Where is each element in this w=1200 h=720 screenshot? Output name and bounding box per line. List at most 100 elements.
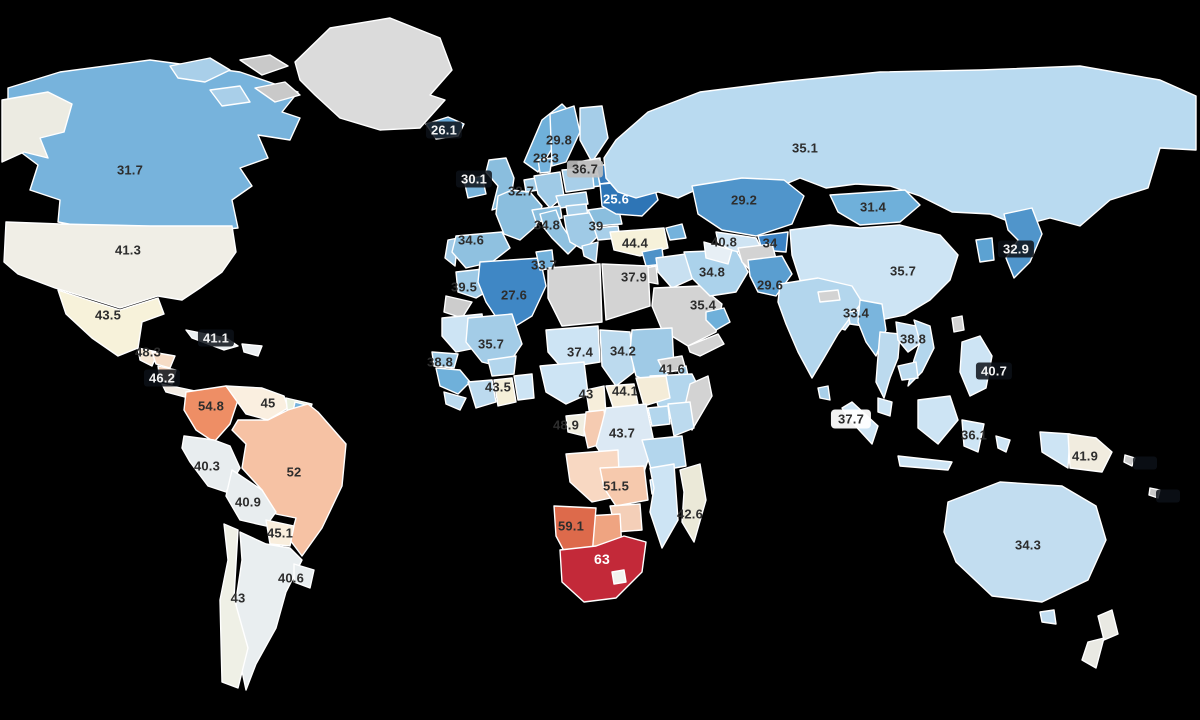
- country-yemen[interactable]: [687, 333, 725, 357]
- country-zambia[interactable]: [599, 465, 649, 507]
- country-papua-new-guinea[interactable]: [1067, 433, 1113, 473]
- country-burkina-faso[interactable]: [487, 355, 517, 377]
- country-cote-divoire[interactable]: [467, 379, 497, 409]
- country-ghana[interactable]: [493, 377, 517, 407]
- value-label-turkey: 44.4: [621, 235, 649, 251]
- value-label-israel: 37.9: [620, 269, 648, 285]
- country-oman-uae[interactable]: [705, 307, 731, 331]
- country-senegal[interactable]: [431, 351, 459, 369]
- country-mexico[interactable]: [57, 289, 165, 357]
- country-libya[interactable]: [547, 263, 603, 327]
- value-label-nicaragua: 46.2: [143, 369, 181, 387]
- country-cambodia[interactable]: [897, 361, 919, 381]
- country-arctic-island-2[interactable]: [239, 54, 289, 76]
- value-label-drc: 43.7: [608, 425, 636, 441]
- country-chile[interactable]: [219, 523, 249, 689]
- value-label-uruguay: 40.6: [277, 570, 305, 586]
- country-uganda[interactable]: [647, 405, 671, 427]
- country-solomon-islands[interactable]: [1123, 454, 1136, 467]
- country-nepal[interactable]: [817, 289, 841, 303]
- value-label-malaysia: 37.7: [830, 409, 872, 429]
- country-korea[interactable]: [975, 237, 995, 263]
- country-chad[interactable]: [599, 329, 635, 387]
- country-egypt[interactable]: [601, 263, 651, 321]
- country-finland[interactable]: [579, 105, 609, 163]
- country-usa[interactable]: [3, 221, 237, 309]
- country-new-zealand-north[interactable]: [1097, 609, 1119, 641]
- country-tanzania[interactable]: [641, 435, 687, 473]
- value-label-pacific-1: [1133, 456, 1157, 470]
- country-greenland[interactable]: [294, 17, 453, 131]
- value-label-niger: 37.4: [566, 344, 594, 360]
- country-togo-benin[interactable]: [513, 373, 535, 401]
- value-label-algeria: 27.6: [500, 287, 528, 303]
- country-brazil[interactable]: [231, 403, 347, 557]
- value-label-south-africa: 63: [594, 551, 610, 567]
- value-label-india: 33.4: [842, 305, 870, 321]
- country-arctic-island-1[interactable]: [169, 57, 231, 83]
- country-tasmania[interactable]: [1039, 609, 1057, 625]
- country-south-africa[interactable]: [559, 535, 647, 603]
- country-arctic-island-4[interactable]: [209, 85, 251, 107]
- value-label-sudan: 34.2: [609, 343, 637, 359]
- country-peru[interactable]: [181, 435, 241, 493]
- country-turkmenistan[interactable]: [703, 241, 733, 265]
- country-malaysia[interactable]: [877, 397, 893, 417]
- value-label-turkmenistan: 40.8: [710, 234, 738, 250]
- value-label-cameroon: 43: [578, 386, 594, 402]
- country-nigeria[interactable]: [539, 361, 589, 405]
- country-australia[interactable]: [943, 481, 1107, 603]
- value-label-sweden: 29.8: [545, 132, 573, 148]
- country-sierra-leone-liberia[interactable]: [443, 391, 467, 411]
- country-hispaniola[interactable]: [241, 343, 263, 357]
- country-venezuela[interactable]: [225, 385, 289, 421]
- country-mongolia[interactable]: [829, 189, 921, 226]
- country-new-zealand-south[interactable]: [1081, 637, 1105, 669]
- country-greece[interactable]: [581, 241, 599, 263]
- value-label-spain: 34.6: [457, 232, 485, 248]
- country-central-african-republic[interactable]: [605, 383, 639, 411]
- value-label-mexico: 43.5: [94, 307, 122, 323]
- country-borneo[interactable]: [917, 395, 959, 445]
- country-iraq[interactable]: [655, 253, 695, 289]
- country-south-sudan[interactable]: [635, 375, 671, 407]
- country-arctic-island-3[interactable]: [254, 81, 301, 103]
- value-label-colombia: 54.8: [197, 398, 225, 414]
- country-new-guinea-west[interactable]: [1039, 431, 1071, 469]
- value-label-pacific-2: [1156, 489, 1180, 503]
- country-argentina[interactable]: [235, 531, 303, 691]
- country-madagascar[interactable]: [679, 463, 707, 543]
- country-france[interactable]: [495, 189, 543, 241]
- value-label-denmark: 28.3: [532, 150, 560, 166]
- country-paraguay[interactable]: [265, 519, 295, 547]
- value-label-russia: 35.1: [791, 140, 819, 156]
- country-alaska[interactable]: [1, 91, 73, 163]
- country-denmark[interactable]: [537, 157, 553, 174]
- country-lesotho[interactable]: [611, 569, 627, 585]
- country-moluccas[interactable]: [995, 435, 1011, 453]
- value-label-pakistan: 29.6: [756, 277, 784, 293]
- country-guinea[interactable]: [435, 367, 471, 395]
- value-label-uk: 32.7: [507, 183, 535, 199]
- country-mozambique[interactable]: [649, 463, 679, 549]
- country-gabon[interactable]: [565, 413, 587, 437]
- value-label-oman-uae: 35.4: [689, 297, 717, 313]
- value-label-laos: 38.8: [899, 331, 927, 347]
- value-label-bolivia: 40.9: [234, 494, 262, 510]
- country-uruguay[interactable]: [293, 563, 315, 589]
- country-kenya[interactable]: [667, 401, 695, 437]
- country-bolivia[interactable]: [225, 469, 277, 527]
- country-sulawesi[interactable]: [961, 419, 985, 453]
- country-java[interactable]: [897, 455, 953, 471]
- country-sweden[interactable]: [549, 105, 581, 167]
- country-laos[interactable]: [895, 321, 923, 353]
- country-taiwan[interactable]: [951, 315, 965, 333]
- value-label-morocco: 39.5: [450, 279, 478, 295]
- country-italy[interactable]: [539, 209, 577, 255]
- country-kazakhstan[interactable]: [691, 177, 805, 237]
- country-india[interactable]: [777, 277, 863, 379]
- country-sri-lanka[interactable]: [817, 385, 831, 401]
- country-caucasus[interactable]: [665, 223, 687, 241]
- value-label-australia: 34.3: [1014, 537, 1042, 553]
